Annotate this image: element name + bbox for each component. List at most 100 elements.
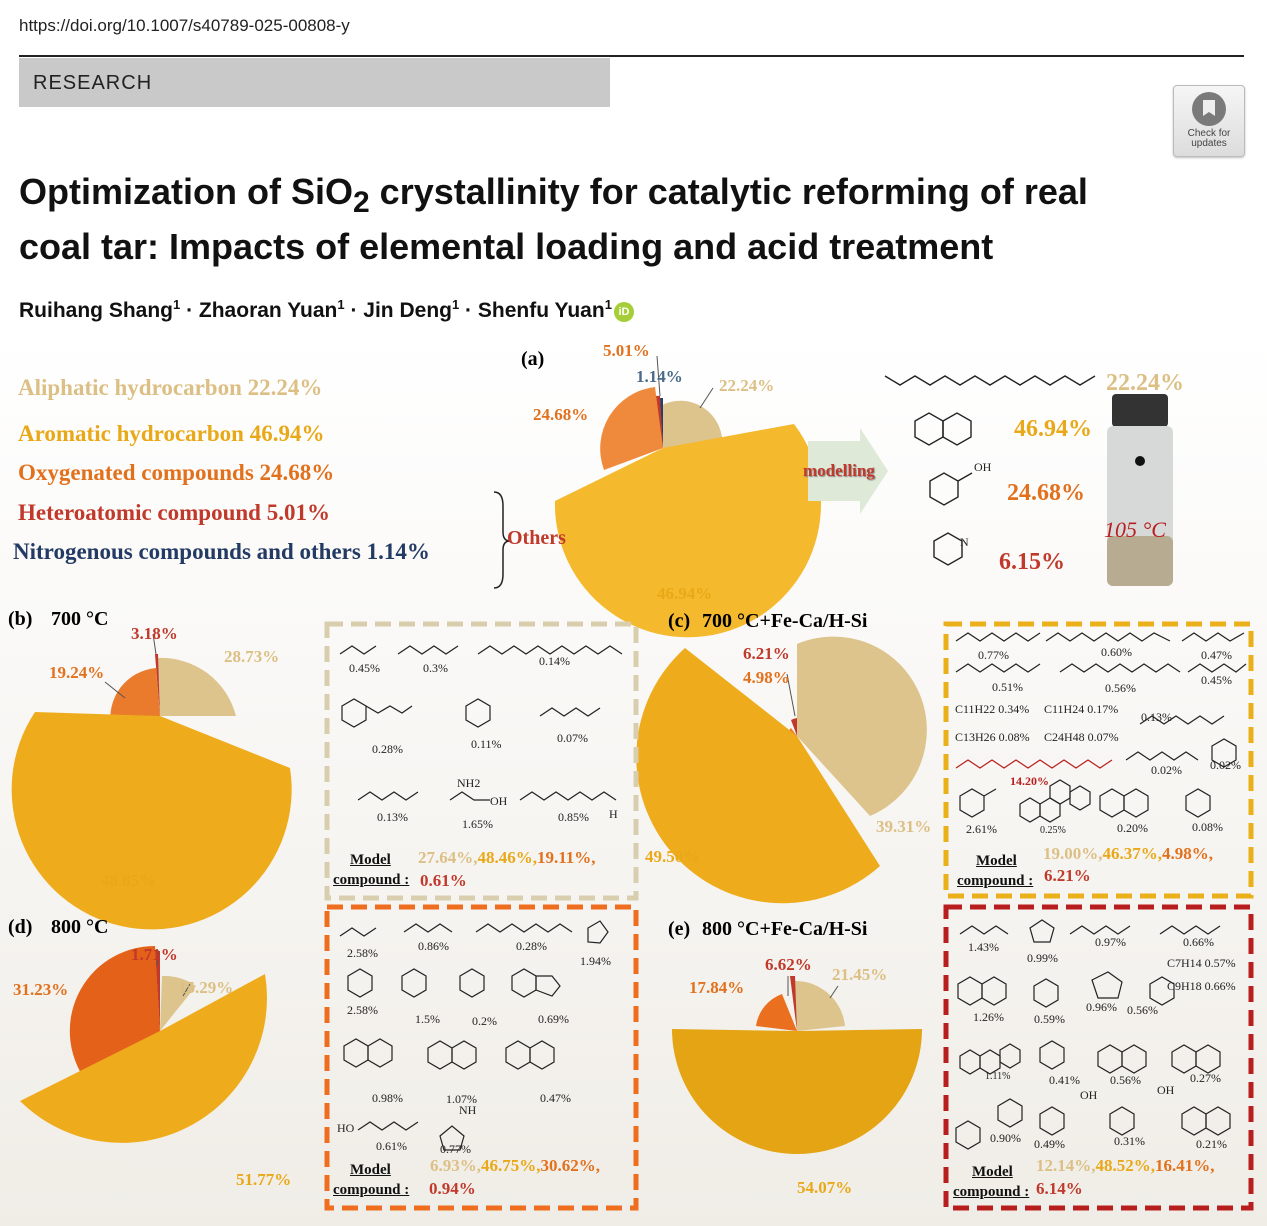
- model-aliphatic: 12.14%,: [1036, 1156, 1096, 1175]
- compound-label: C11H24 0.17%: [1044, 702, 1119, 716]
- pie-slice: [756, 994, 797, 1031]
- legend-aliphatic: Aliphatic hydrocarbon 22.24%: [18, 375, 323, 400]
- separator: ·: [344, 299, 364, 322]
- pie-a-label-nitrogenous: 1.14%: [636, 367, 683, 386]
- doi-link[interactable]: https://doi.org/10.1007/s40789-025-00808…: [19, 16, 350, 35]
- modelling-label: modelling: [803, 461, 875, 480]
- pie-slice-nitrogenous: [660, 397, 663, 448]
- pie-b-label-heteroatomic: 3.18%: [131, 624, 178, 643]
- compound-label: 0.02%: [1151, 763, 1182, 777]
- model-nitrogenous: 0.94%: [429, 1179, 476, 1198]
- pie-slice-oxygenated: [600, 387, 663, 470]
- pie-b-label-aromatic: 48.85%: [101, 871, 157, 890]
- compound-label: 0.21%: [1196, 1137, 1227, 1151]
- pie-c-label-aliphatic: 39.31%: [876, 817, 932, 836]
- panel-d-label: (d): [8, 916, 33, 938]
- others-brace: [493, 491, 511, 589]
- compound-label: 0.14%: [539, 654, 570, 668]
- compound-label: 0.66%: [1183, 935, 1214, 949]
- compound-label: 1.65%: [462, 817, 493, 831]
- legend-aromatic: Aromatic hydrocarbon 46.94%: [18, 421, 325, 446]
- model-oxygenated: 4.98%,: [1162, 844, 1213, 863]
- compound-label: 0.2%: [472, 1014, 497, 1028]
- pie-slice: [20, 974, 267, 1143]
- section-label: RESEARCH: [33, 72, 153, 94]
- legend-oxygenated: Oxygenated compounds 24.68%: [18, 460, 335, 485]
- pie-slice-aromatic: [554, 424, 821, 638]
- model-compound-values: 27.64%,48.46%,19.11%,: [418, 848, 596, 868]
- compound-label: 1.11%: [985, 1071, 1011, 1082]
- graphical-abstract: (a) Aliphatic hydrocarbon 22.24% Aromati…: [0, 336, 1267, 1226]
- model-aliphatic: 27.64%,: [418, 848, 478, 867]
- compound-label: 0.13%: [1141, 710, 1172, 724]
- model-aliphatic: 19.00%,: [1043, 844, 1103, 863]
- orcid-icon[interactable]: iD: [613, 302, 634, 322]
- model-aromatic: 48.52%,: [1095, 1156, 1156, 1175]
- compound-label: 0.07%: [557, 731, 588, 745]
- compound-label: 0.61%: [376, 1139, 407, 1153]
- pie-a-label-aromatic: 46.94%: [657, 584, 713, 603]
- compound-label: 0.97%: [1095, 935, 1126, 949]
- vial-image: [1107, 394, 1173, 586]
- title-text-2: crystallinity for catalytic reforming of…: [19, 171, 1088, 268]
- affiliation: 1: [604, 297, 612, 312]
- compound-label: 0.56%: [1127, 1003, 1158, 1017]
- nh-label: NH: [459, 1103, 477, 1117]
- panel-b-box: [324, 621, 639, 901]
- model-compound-title: compound :: [957, 873, 1034, 889]
- compound-label: 0.47%: [540, 1091, 571, 1105]
- pie-b-label-aliphatic: 28.73%: [224, 647, 280, 666]
- author[interactable]: Zhaoran Yuan: [198, 299, 338, 322]
- pie-slice: [11, 712, 292, 930]
- check-for-updates-label: Check for updates: [1187, 128, 1231, 149]
- header-rule: [19, 55, 1244, 57]
- model-oxygenated: 30.62%,: [540, 1156, 601, 1175]
- legend-nitrogenous: Nitrogenous compounds and others 1.14%: [13, 539, 430, 564]
- pie-d: [20, 945, 267, 1143]
- author[interactable]: Jin Deng: [363, 299, 452, 322]
- compound-label: 0.3%: [423, 661, 448, 675]
- compound-label: 2.58%: [347, 946, 378, 960]
- compound-label: 0.60%: [1101, 645, 1132, 659]
- model-compound-title: compound :: [333, 1182, 410, 1198]
- compound-label: 0.45%: [1201, 673, 1232, 687]
- check-for-updates-button[interactable]: Check for updates: [1173, 85, 1245, 157]
- pie-a-label-heteroatomic: 5.01%: [603, 341, 650, 360]
- pie-slice: [797, 636, 927, 816]
- author[interactable]: Shenfu Yuan: [477, 299, 605, 322]
- pie-d-label-aliphatic: 15.29%: [178, 978, 234, 997]
- compound-label: C11H22 0.34%: [955, 702, 1030, 716]
- compound-label: 0.41%: [1049, 1073, 1080, 1087]
- compound-label: C13H26 0.08%: [955, 730, 1030, 744]
- panel-c-label: (c): [668, 610, 691, 632]
- compound-label: 0.56%: [1110, 1073, 1141, 1087]
- separator: ·: [459, 299, 478, 322]
- panel-b-label: (b): [8, 608, 33, 630]
- pie-e-label-aliphatic: 21.45%: [832, 965, 888, 984]
- figure-graphics: [11, 355, 1254, 1211]
- compound-label: 0.28%: [372, 742, 403, 756]
- compound-label: 0.13%: [377, 810, 408, 824]
- pie-b-label-oxygenated: 19.24%: [49, 663, 105, 682]
- panel-a-label: (a): [521, 348, 545, 370]
- model-value-nitrogenous: 6.15%: [999, 549, 1065, 575]
- article-title: Optimization of SiO2 crystallinity for c…: [19, 170, 1169, 269]
- model-nitrogenous: 6.21%: [1044, 866, 1091, 885]
- pie-slice: [791, 718, 797, 736]
- model-nitrogenous: 6.14%: [1036, 1179, 1083, 1198]
- model-value-oxygenated: 24.68%: [1007, 480, 1085, 506]
- compound-label: 2.61%: [966, 822, 997, 836]
- pie-c-label-oxygenated: 4.98%: [743, 668, 790, 687]
- title-subscript: 2: [352, 186, 370, 220]
- pie-slice: [790, 975, 797, 1031]
- panel-b-title: 700 °C: [51, 608, 109, 630]
- pie-slice: [672, 1029, 922, 1154]
- model-compound-title: compound :: [953, 1184, 1030, 1200]
- model-aliphatic: 6.93%,: [430, 1156, 481, 1175]
- section-band: [19, 58, 610, 107]
- panel-d-structures: [339, 920, 609, 1151]
- model-nitrogenous: 0.61%: [420, 871, 467, 890]
- author[interactable]: Ruihang Shang: [19, 299, 173, 322]
- compound-label: 0.20%: [1117, 821, 1148, 835]
- compound-label: C9H18 0.66%: [1167, 979, 1236, 993]
